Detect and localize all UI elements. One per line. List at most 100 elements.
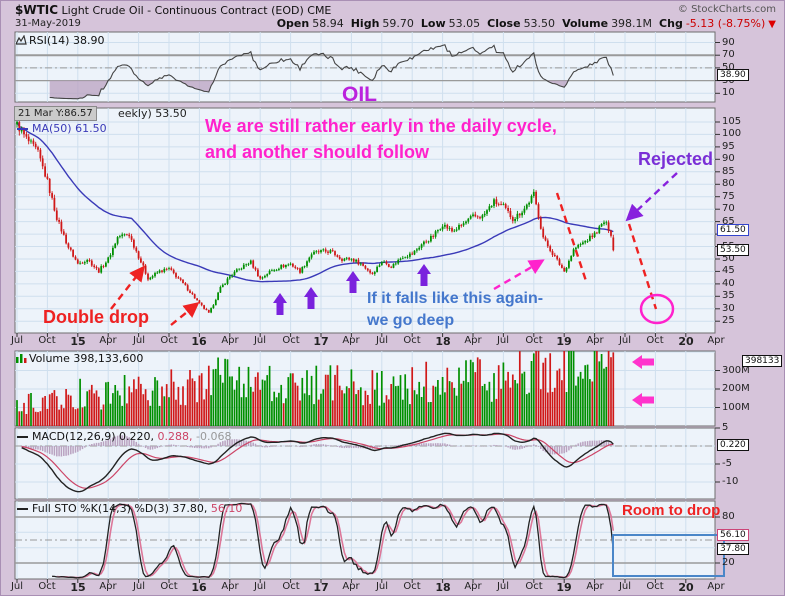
x-axis-label: Jul	[253, 335, 267, 346]
x-axis-label: 20	[678, 335, 694, 348]
macd-legend-signal: 0.288,	[157, 430, 193, 443]
y-axis-label: 80	[722, 511, 735, 522]
ticker-symbol: $WTIC	[15, 3, 59, 17]
quote-value: -5.13 (-8.75%)	[685, 17, 766, 30]
ma50-value-tag: 61.50	[717, 224, 749, 236]
y-axis-label: -5	[722, 458, 732, 469]
x-axis-label: 17	[313, 581, 329, 594]
y-axis-label: 80	[722, 178, 735, 189]
y-axis-label: 100	[722, 128, 742, 139]
macd-value-tag: 0.220	[717, 439, 749, 451]
x-axis-label: Apr	[586, 335, 604, 346]
sto-k-value-tag: 37.80	[717, 543, 749, 555]
x-axis-label: 16	[191, 581, 207, 594]
x-axis-label: 18	[435, 335, 451, 348]
quote-value: 59.70	[382, 17, 414, 30]
quote-label: Close	[487, 17, 521, 30]
quote-value: 53.50	[523, 17, 556, 30]
x-axis-label: Jul	[496, 335, 510, 346]
y-axis-label: 90	[722, 37, 735, 48]
y-axis-label: 100M	[722, 402, 750, 413]
sto-d-value-tag: 56.10	[717, 529, 749, 541]
change-down-icon: ▼	[768, 19, 776, 30]
x-axis-label: Apr	[342, 335, 360, 346]
annotation-oil: OIL	[342, 83, 377, 106]
x-axis-label: Apr	[221, 335, 239, 346]
chart-title: Light Crude Oil - Continuous Contract (E…	[61, 4, 304, 17]
quote-bar: Open 58.94 High 59.70 Low 53.05 Close 53.50 Volu…	[270, 17, 776, 30]
y-axis-label: 70	[722, 203, 735, 214]
rsi-value-tag: 38.90	[717, 69, 749, 81]
x-axis-label: Jul	[618, 335, 632, 346]
x-axis-label: Apr	[99, 335, 117, 346]
x-axis-label: Apr	[464, 581, 482, 592]
x-axis-label: Apr	[464, 335, 482, 346]
y-axis-label: 30	[722, 303, 735, 314]
ma-line-swatch	[17, 128, 28, 130]
y-axis-label: 5	[722, 422, 729, 433]
x-axis-label: 17	[313, 335, 329, 348]
y-axis-label: 200M	[722, 383, 750, 394]
x-axis-label: Oct	[525, 335, 543, 346]
annotation-rejected: Rejected	[638, 149, 714, 169]
y-axis-label: 40	[722, 278, 735, 289]
volume-icon	[16, 354, 27, 363]
ma50-legend-text: MA(50) 61.50	[32, 122, 107, 135]
annotation-daily-cycle: We are still rather early in the daily c…	[205, 116, 557, 162]
x-axis-label: Apr	[221, 581, 239, 592]
quote-value: 398.1M	[611, 17, 653, 30]
chart-header: $WTIC Light Crude Oil - Continuous Contr…	[15, 3, 331, 17]
y-axis-label: 10	[722, 87, 735, 98]
ma50-legend: MA(50) 61.50	[17, 122, 107, 135]
x-axis-label: Jul	[253, 581, 267, 592]
annotation-room-to-drop: Room to drop	[622, 502, 721, 519]
x-axis-label: Oct	[160, 581, 178, 592]
x-axis-label: Jul	[618, 581, 632, 592]
chart-date: 31-May-2019	[15, 18, 81, 29]
y-axis-label: 45	[722, 265, 735, 276]
annotation-double-drop: Double drop	[43, 307, 149, 327]
x-axis-label: Oct	[38, 581, 56, 592]
x-axis-label: Apr	[707, 335, 725, 346]
sto-legend-d: 56.10	[210, 502, 243, 515]
macd-legend: MACD(12,26,9) 0.220, 0.288, -0.068	[17, 430, 232, 443]
exchange-label: CME	[307, 4, 332, 17]
x-axis-label: 16	[191, 335, 207, 348]
quote-label: Low	[420, 17, 446, 30]
quote-label: High	[350, 17, 380, 30]
macd-legend-hist: -0.068	[196, 430, 232, 443]
x-axis-label: Oct	[403, 581, 421, 592]
volume-legend: Volume 398,133,600	[29, 352, 144, 365]
copyright: © StockCharts.com	[677, 4, 776, 15]
close-value-tag: 53.50	[717, 244, 749, 256]
quote-label: Open	[276, 17, 310, 30]
volume-value-tag: 398133	[742, 355, 783, 367]
x-axis-label: 18	[435, 581, 451, 594]
quote-value: 53.05	[448, 17, 481, 30]
macd-line-swatch	[17, 436, 28, 438]
x-axis-label: 20	[678, 581, 694, 594]
y-axis-label: 75	[722, 191, 735, 202]
x-axis-label: Oct	[646, 581, 664, 592]
y-axis-label: 50	[722, 62, 735, 73]
x-axis-label: Jul	[496, 581, 510, 592]
y-axis-label: 90	[722, 153, 735, 164]
y-axis-label: 300M	[722, 365, 750, 376]
x-axis-label: Jul	[132, 335, 146, 346]
y-axis-label: 20	[722, 557, 735, 568]
x-axis-label: Apr	[707, 581, 725, 592]
price-panel-title-partial: eekly) 53.50	[118, 107, 187, 120]
x-axis-label: Jul	[132, 581, 146, 592]
x-axis-label: 15	[70, 335, 86, 348]
x-axis-label: Oct	[160, 335, 178, 346]
x-axis-label: Jul	[375, 335, 389, 346]
sto-line-swatch	[17, 508, 28, 510]
macd-legend-main: MACD(12,26,9) 0.220,	[32, 430, 155, 443]
quote-value: 58.94	[312, 17, 344, 30]
rsi-indicator-label: RSI(14) 38.90	[29, 34, 105, 47]
x-axis-label: Oct	[282, 335, 300, 346]
x-axis-label: Apr	[99, 581, 117, 592]
y-axis-label: 25	[722, 315, 735, 326]
